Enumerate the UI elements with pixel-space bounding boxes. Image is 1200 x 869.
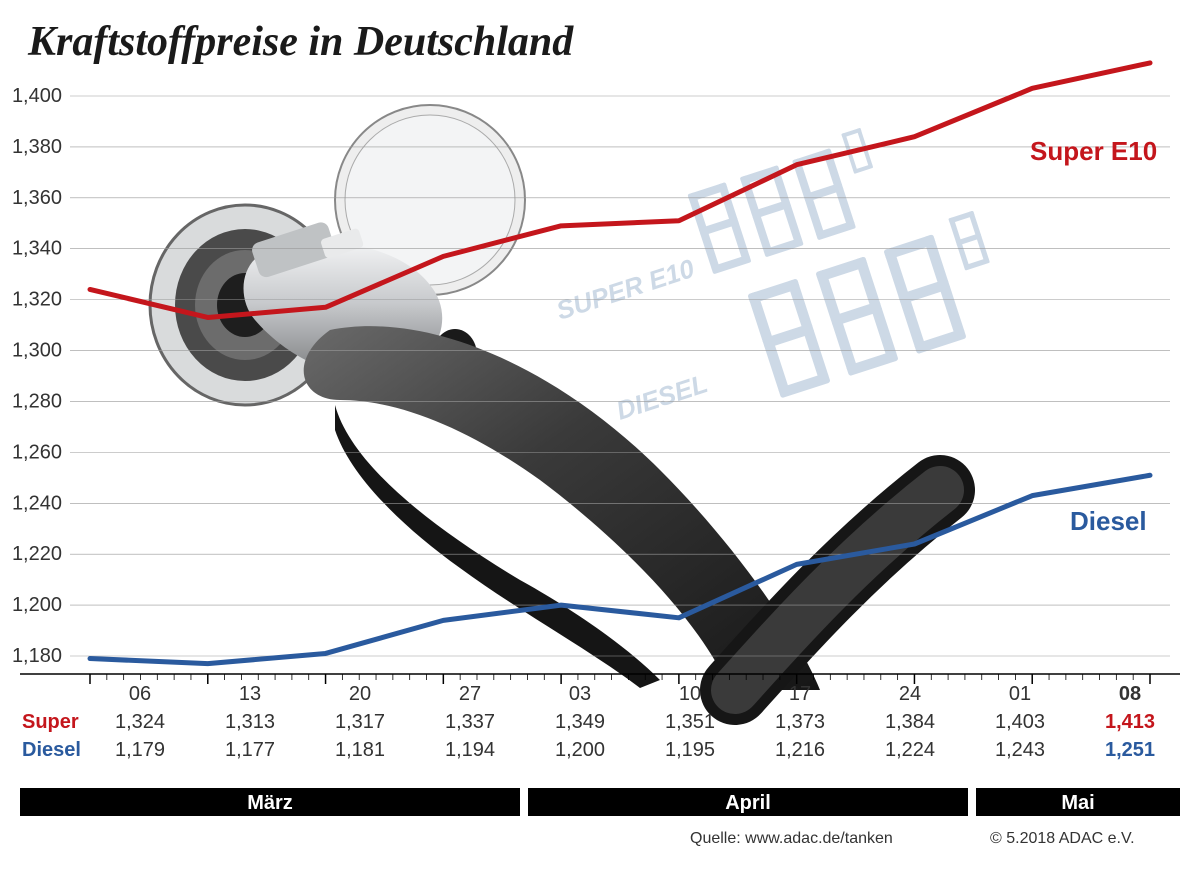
svg-text:1,360: 1,360 <box>12 187 62 209</box>
svg-text:März: März <box>247 792 293 814</box>
svg-text:Mai: Mai <box>1061 792 1094 814</box>
table-cell: 1,313 <box>225 711 275 733</box>
svg-text:1,280: 1,280 <box>12 390 62 412</box>
svg-text:1,260: 1,260 <box>12 441 62 463</box>
svg-text:17: 17 <box>789 683 811 705</box>
footer-source: Quelle: www.adac.de/tanken <box>690 830 893 848</box>
table-cell: 1,373 <box>775 711 825 733</box>
svg-text:13: 13 <box>239 683 261 705</box>
svg-text:20: 20 <box>349 683 371 705</box>
table-cell: 1,403 <box>995 711 1045 733</box>
table-cell: 1,181 <box>335 739 385 761</box>
watermark-row: DIESEL <box>592 211 1010 448</box>
table-cell: 1,251 <box>1105 739 1155 761</box>
table-cell: 1,413 <box>1105 711 1155 733</box>
table-cell: 1,195 <box>665 739 715 761</box>
table-cell: 1,324 <box>115 711 165 733</box>
table-row-label: Super <box>22 711 79 733</box>
table-cell: 1,349 <box>555 711 605 733</box>
svg-text:1,240: 1,240 <box>12 492 62 514</box>
svg-text:DIESEL: DIESEL <box>613 368 712 426</box>
table-cell: 1,351 <box>665 711 715 733</box>
month-bar: März April Mai <box>20 788 1180 816</box>
table-cell: 1,243 <box>995 739 1045 761</box>
table-cell: 1,317 <box>335 711 385 733</box>
table-row-label: Diesel <box>22 739 81 761</box>
svg-text:1,400: 1,400 <box>12 85 62 107</box>
svg-text:08: 08 <box>1119 683 1141 705</box>
chart-svg: SUPER E10 DIESEL 1,180 1,200 1,220 1,240 1,260… <box>0 0 1200 869</box>
series-label: Diesel <box>1070 506 1147 536</box>
svg-text:1,200: 1,200 <box>12 594 62 616</box>
svg-text:April: April <box>725 792 771 814</box>
table-cell: 1,179 <box>115 739 165 761</box>
price-table: 06 13 20 27 03 10 17 24 01 08 Super 1,324 1,313 1,317… <box>22 683 1155 761</box>
table-cell: 1,224 <box>885 739 935 761</box>
svg-text:1,380: 1,380 <box>12 136 62 158</box>
svg-text:1,320: 1,320 <box>12 289 62 311</box>
svg-text:SUPER E10: SUPER E10 <box>553 253 699 326</box>
svg-text:1,180: 1,180 <box>12 645 62 667</box>
table-cell: 1,194 <box>445 739 495 761</box>
series-label: Super E10 <box>1030 136 1157 166</box>
table-cell: 1,200 <box>555 739 605 761</box>
footer-copyright: © 5.2018 ADAC e.V. <box>990 830 1135 848</box>
svg-text:24: 24 <box>899 683 921 705</box>
table-cell: 1,216 <box>775 739 825 761</box>
svg-text:10: 10 <box>679 683 701 705</box>
svg-text:1,300: 1,300 <box>12 340 62 362</box>
svg-text:03: 03 <box>569 683 591 705</box>
table-cell: 1,337 <box>445 711 495 733</box>
svg-text:1,220: 1,220 <box>12 543 62 565</box>
svg-text:01: 01 <box>1009 683 1031 705</box>
table-cell: 1,177 <box>225 739 275 761</box>
table-cell: 1,384 <box>885 711 935 733</box>
svg-text:06: 06 <box>129 683 151 705</box>
svg-text:27: 27 <box>459 683 481 705</box>
svg-text:1,340: 1,340 <box>12 238 62 260</box>
